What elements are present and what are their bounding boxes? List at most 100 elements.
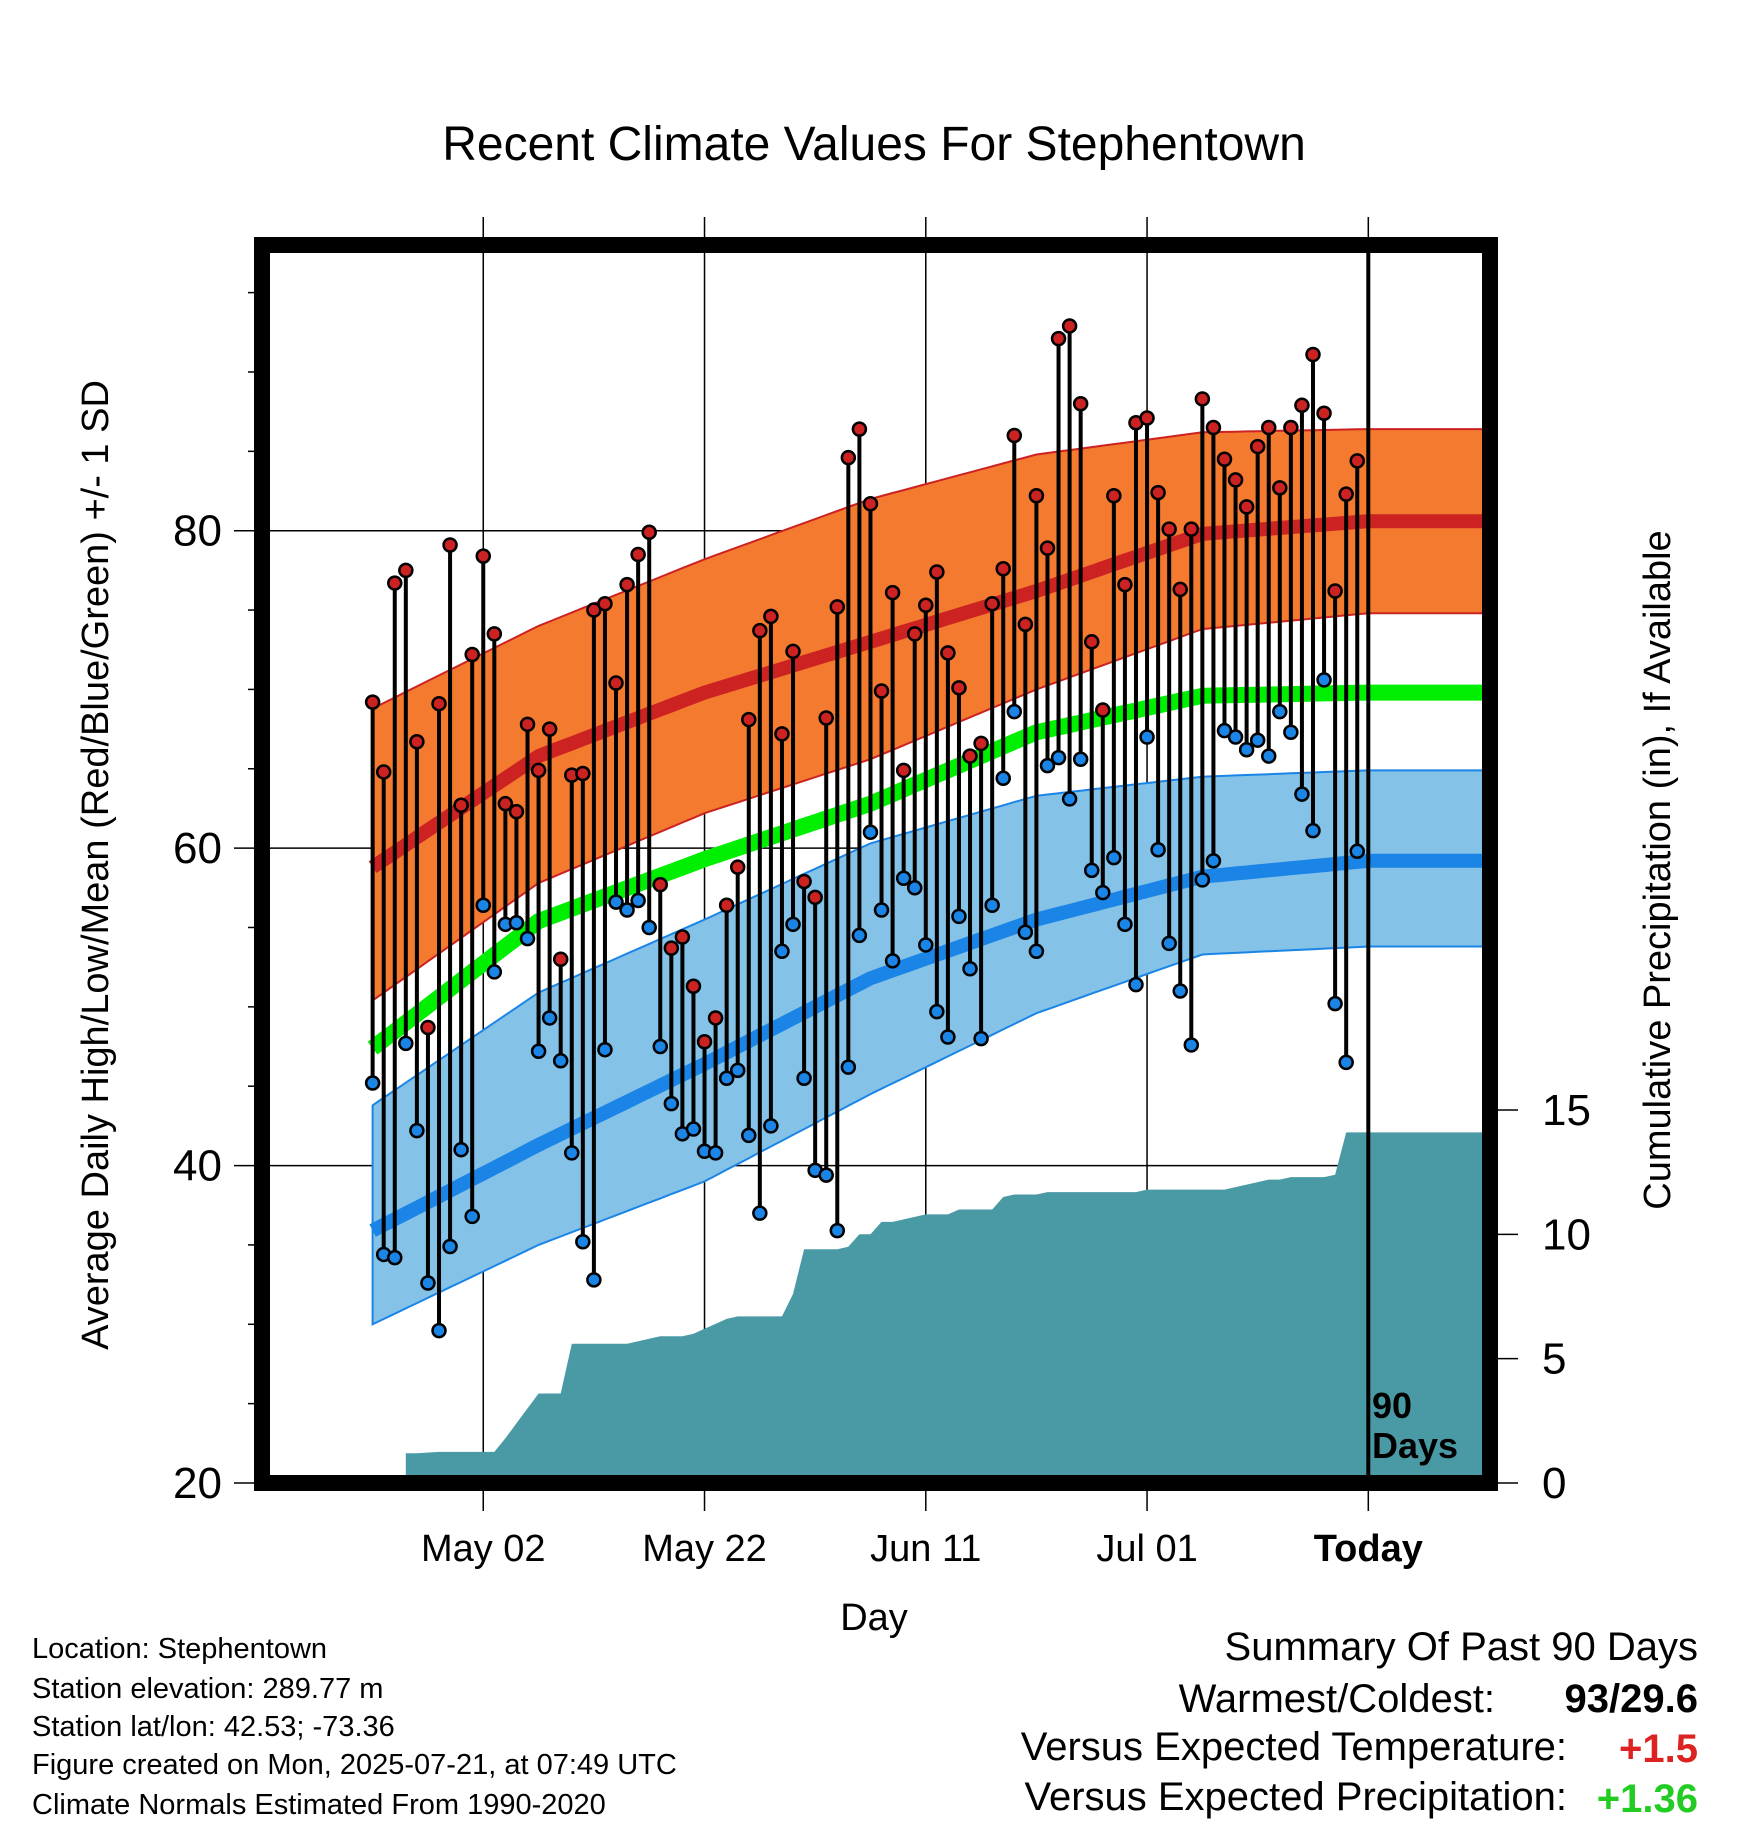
axes: 80 60 40 20 15 10 5 0 May 02 May 22 Jun 11 Jul 01 To… (173, 217, 1591, 1570)
daily-high-point (486, 626, 503, 642)
daily-low-point (1338, 1054, 1354, 1071)
daily-low-point (398, 1035, 414, 1052)
y-axis-label: Average Daily High/Low/Mean (Red/Blue/Gr… (75, 380, 117, 1350)
daily-high-point (1139, 410, 1155, 426)
daily-high-point (995, 561, 1011, 577)
daily-high-point (984, 595, 1000, 612)
daily-high-point (508, 803, 525, 820)
normal-low-line (369, 853, 1490, 1237)
daily-high-point (663, 940, 680, 956)
x-tick-label: Jun 11 (870, 1528, 981, 1570)
daily-low-point (829, 1222, 846, 1239)
daily-low-point (895, 870, 912, 887)
daily-high-point (1249, 438, 1266, 455)
daily-high-point (1106, 488, 1122, 504)
daily-low-point (1194, 872, 1211, 888)
daily-high-point (541, 721, 558, 737)
daily-high-point (729, 859, 746, 875)
daily-high-point (1305, 346, 1321, 363)
daily-high-point (442, 537, 458, 553)
daily-high-point (552, 951, 569, 967)
daily-high-point (752, 622, 768, 639)
daily-low-point (1117, 916, 1133, 933)
daily-high-point (1150, 484, 1166, 501)
daily-low-point (862, 824, 879, 841)
y-tick-label: 60 (173, 824, 222, 873)
daily-high-point (608, 675, 624, 691)
daily-high-point (763, 608, 779, 625)
daily-high-point (1161, 521, 1177, 537)
daily-high-point (1327, 583, 1343, 599)
daily-low-point (1227, 729, 1244, 745)
daily-high-point (807, 889, 823, 906)
daily-high-point (774, 726, 790, 742)
daily-high-point (818, 710, 834, 726)
daily-low-point (1150, 841, 1166, 858)
daily-high-point (630, 546, 646, 563)
daily-low-point (608, 894, 624, 910)
daily-low-point (763, 1118, 779, 1134)
daily-high-point (1194, 391, 1211, 407)
daily-high-point (1028, 488, 1045, 504)
daily-low-point (918, 937, 934, 953)
daily-high-point (575, 765, 591, 782)
summary-precip-label: Versus Expected Precipitation: (1024, 1775, 1567, 1819)
daily-low-point (774, 943, 790, 960)
daily-low-point (486, 964, 503, 980)
daily-high-point (962, 748, 978, 764)
daily-high-point (375, 764, 392, 780)
daily-low-point (1205, 853, 1222, 869)
daily-low-point (1139, 729, 1155, 745)
daily-low-point (1294, 786, 1310, 802)
summary-warm-cold-value: 93/29.6 (1565, 1677, 1698, 1721)
daily-high-point (951, 680, 967, 696)
daily-low-point (1028, 943, 1045, 960)
daily-high-point (387, 575, 403, 591)
daily-low-point (1349, 843, 1365, 860)
daily-high-point (1205, 419, 1222, 436)
daily-low-point (1128, 976, 1144, 993)
daily-low-point (741, 1127, 757, 1144)
daily-low-point (929, 1003, 945, 1020)
daily-low-point (1283, 724, 1299, 741)
daily-low-point (541, 1010, 558, 1026)
daily-low-point (707, 1145, 724, 1161)
daily-high-point (519, 716, 536, 733)
daily-high-point (873, 683, 890, 699)
daily-low-point (364, 1075, 381, 1091)
x-tick-label: May 22 (642, 1528, 767, 1570)
summary-temp-value: +1.5 (1619, 1727, 1698, 1771)
daily-low-point (530, 1043, 547, 1060)
summary-panel: Summary Of Past 90 Days Warmest/Coldest:… (1021, 1625, 1698, 1821)
daily-high-point (1083, 634, 1100, 650)
y2-tick-label: 15 (1542, 1086, 1591, 1135)
daily-high-point (1183, 521, 1200, 537)
daily-high-point (829, 599, 846, 615)
daily-low-point (729, 1062, 746, 1079)
y2-tick-label: 5 (1542, 1335, 1566, 1384)
daily-high-point (929, 564, 945, 580)
daily-low-point (552, 1053, 569, 1069)
daily-high-point (586, 602, 602, 618)
daily-low-point (1272, 703, 1288, 720)
daily-high-point (1272, 480, 1288, 496)
daily-low-point (409, 1122, 425, 1139)
info-elevation: Station elevation: 289.77 m (32, 1673, 383, 1705)
daily-high-point (851, 421, 868, 437)
daily-low-point (995, 770, 1011, 787)
daily-high-point (641, 524, 657, 541)
high-sd-band (371, 428, 1490, 1003)
y2-axis-label: Cumulative Precipitation (in), If Availa… (1637, 530, 1679, 1209)
summary-warm-cold-label: Warmest/Coldest: (1179, 1677, 1495, 1721)
daily-low-point (884, 953, 901, 969)
daily-low-point (1161, 935, 1177, 952)
daily-low-point (1072, 751, 1089, 767)
daily-high-point (364, 694, 381, 710)
daily-low-point (962, 961, 978, 977)
daily-high-point (1172, 581, 1188, 598)
daily-low-point (1061, 791, 1078, 807)
summary-heading: Summary Of Past 90 Days (1225, 1625, 1698, 1669)
daily-low-point (1095, 884, 1111, 901)
daily-high-point (619, 576, 635, 593)
summary-precip-value: +1.36 (1597, 1777, 1698, 1821)
